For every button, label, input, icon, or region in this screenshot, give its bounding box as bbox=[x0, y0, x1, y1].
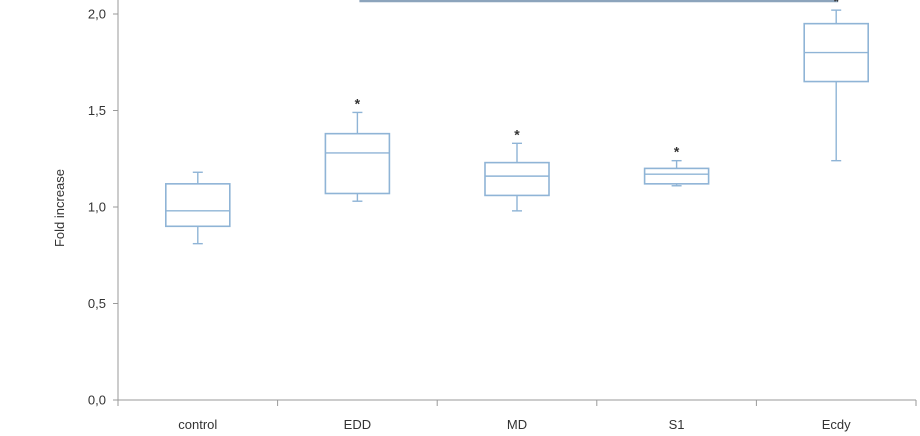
box-s1: * bbox=[643, 144, 710, 187]
y-tick-label: 0,0 bbox=[88, 393, 106, 408]
y-tick-label: 1,5 bbox=[88, 103, 106, 118]
significance-star: * bbox=[833, 0, 839, 9]
x-tick-label: S1 bbox=[669, 417, 685, 432]
x-tick-label: MD bbox=[507, 417, 527, 432]
y-tick-label: 0,5 bbox=[88, 296, 106, 311]
x-tick-label: control bbox=[178, 417, 217, 432]
iqr-box bbox=[643, 167, 710, 185]
significance-star: * bbox=[674, 144, 680, 160]
y-tick-label: 2,0 bbox=[88, 7, 106, 22]
y-tick-label: 1,0 bbox=[88, 200, 106, 215]
boxes-layer: * * * * bbox=[165, 0, 870, 245]
y-axis-title: Fold increase bbox=[52, 169, 67, 247]
box-md: * bbox=[484, 126, 550, 212]
iqr-box bbox=[165, 183, 231, 228]
box-ecdy: * bbox=[803, 0, 870, 162]
iqr-box bbox=[324, 132, 391, 195]
x-tick-label: Ecdy bbox=[822, 417, 851, 432]
box-control bbox=[165, 171, 231, 245]
significance-star: * bbox=[514, 126, 520, 142]
x-tick-label: EDD bbox=[344, 417, 371, 432]
x-axis: control EDD MD S1 Ecdy bbox=[117, 399, 917, 432]
significance-star: * bbox=[355, 95, 361, 111]
box-edd: * bbox=[324, 95, 391, 202]
y-axis: 0,0 0,5 1,0 1,5 2,0 bbox=[88, 0, 119, 408]
iqr-box bbox=[484, 161, 550, 197]
